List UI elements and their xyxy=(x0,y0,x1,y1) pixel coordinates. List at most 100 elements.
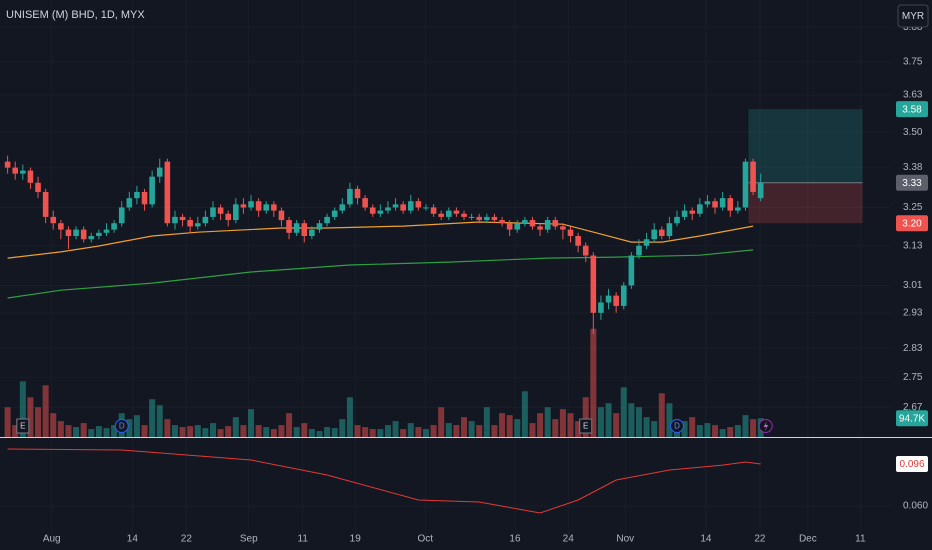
x-tick-label: Aug xyxy=(43,534,61,545)
volume-bar xyxy=(544,407,551,437)
candle-body xyxy=(73,229,79,237)
price-badge-label: 3.33 xyxy=(902,178,922,189)
candle-body xyxy=(537,226,543,230)
candle-body xyxy=(560,226,566,230)
volume-bar xyxy=(681,421,688,437)
currency-label[interactable]: MYR xyxy=(902,11,924,22)
volume-bar xyxy=(209,423,216,437)
candle-body xyxy=(636,245,642,256)
candle-body xyxy=(210,207,216,217)
volume-bar xyxy=(217,429,224,437)
candle-body xyxy=(194,223,201,227)
x-tick-label: 19 xyxy=(350,534,362,545)
x-tick-label: 11 xyxy=(298,534,309,545)
price-badge-label: 94.7K xyxy=(899,413,925,424)
volume-bar xyxy=(605,403,612,437)
x-tick-label: 16 xyxy=(509,534,521,545)
volume-bar xyxy=(255,425,262,437)
candle-body xyxy=(727,198,734,211)
candle-body xyxy=(65,229,72,237)
candle-body xyxy=(248,201,254,208)
candle-body xyxy=(491,216,498,221)
volume-bar xyxy=(567,413,574,437)
x-tick-label: Sep xyxy=(240,534,258,545)
volume-bar xyxy=(171,425,178,437)
candle-body xyxy=(20,170,26,174)
volume-bar xyxy=(133,415,140,437)
candle-body xyxy=(58,223,64,230)
volume-bar xyxy=(278,425,285,437)
y-tick-label: 2.75 xyxy=(903,372,923,383)
volume-bar xyxy=(248,409,255,437)
candle-body xyxy=(164,161,171,224)
volume-bar xyxy=(126,419,133,437)
volume-bar xyxy=(468,421,475,437)
volume-bar xyxy=(597,407,604,437)
volume-bar xyxy=(35,407,42,437)
volume-bar xyxy=(689,417,696,437)
volume-bar xyxy=(734,425,741,437)
candle-body xyxy=(377,210,384,214)
axes: 3.88 3.75 3.63 3.50 3.38 3.25 3.13 3.01 2.93 2.83… xyxy=(0,22,932,545)
volume-bar xyxy=(42,385,49,437)
event-label: D xyxy=(674,422,680,431)
candle-body xyxy=(225,213,232,221)
candle-body xyxy=(385,207,391,211)
candle-body xyxy=(217,207,224,214)
x-tick-label: 22 xyxy=(754,534,766,545)
y-tick-label: 3.88 xyxy=(903,22,923,33)
event-label: E xyxy=(20,422,25,431)
candle-body xyxy=(697,204,703,214)
x-tick-label: 14 xyxy=(700,534,712,545)
candle-body xyxy=(12,167,19,174)
currency-button[interactable] xyxy=(897,4,929,28)
volume-bar xyxy=(149,399,156,437)
candle-body xyxy=(27,170,34,183)
candle-body xyxy=(407,201,414,211)
candle-body xyxy=(757,182,764,199)
candle-body xyxy=(392,204,399,208)
volume-bar xyxy=(293,427,300,437)
volume-bar xyxy=(80,423,87,437)
y-tick-label: 2.93 xyxy=(903,307,923,318)
candle-body xyxy=(522,220,528,224)
volume-bar xyxy=(552,419,559,437)
volume-bar xyxy=(324,427,331,437)
volume-bar xyxy=(727,427,734,437)
volume-bar xyxy=(613,413,620,437)
volume-bar xyxy=(400,429,407,437)
volume-bar xyxy=(521,391,528,437)
candle-body xyxy=(453,210,460,214)
volume-bar xyxy=(582,397,589,437)
volume-bar xyxy=(483,407,490,437)
candle-body xyxy=(35,182,41,192)
candle-body xyxy=(468,216,475,218)
candle-body xyxy=(369,207,376,214)
price-badge xyxy=(896,215,928,232)
price-badge-label: 3.58 xyxy=(902,104,922,115)
candle-body xyxy=(552,220,559,227)
volume-bar xyxy=(658,393,665,437)
ma-line xyxy=(7,249,754,299)
candle-body xyxy=(689,210,696,214)
candle-body xyxy=(430,207,437,214)
indicator-badge-label: 0.096 xyxy=(899,459,924,470)
price-badge xyxy=(896,174,928,191)
volume-bar xyxy=(369,429,376,437)
candle-body xyxy=(529,220,536,227)
volume-bar xyxy=(12,425,19,437)
price-badge-label: 3.20 xyxy=(902,218,922,229)
candle-body xyxy=(80,229,87,240)
candle-body xyxy=(484,216,490,221)
alert-bolt xyxy=(763,421,769,431)
candle-body xyxy=(605,295,612,303)
volume-bar xyxy=(537,413,544,437)
volume-bar xyxy=(194,425,201,437)
y-tick-label: 0.060 xyxy=(903,501,928,512)
candle-body xyxy=(134,191,140,199)
event-label: D xyxy=(119,422,125,431)
event-marker xyxy=(114,419,129,433)
